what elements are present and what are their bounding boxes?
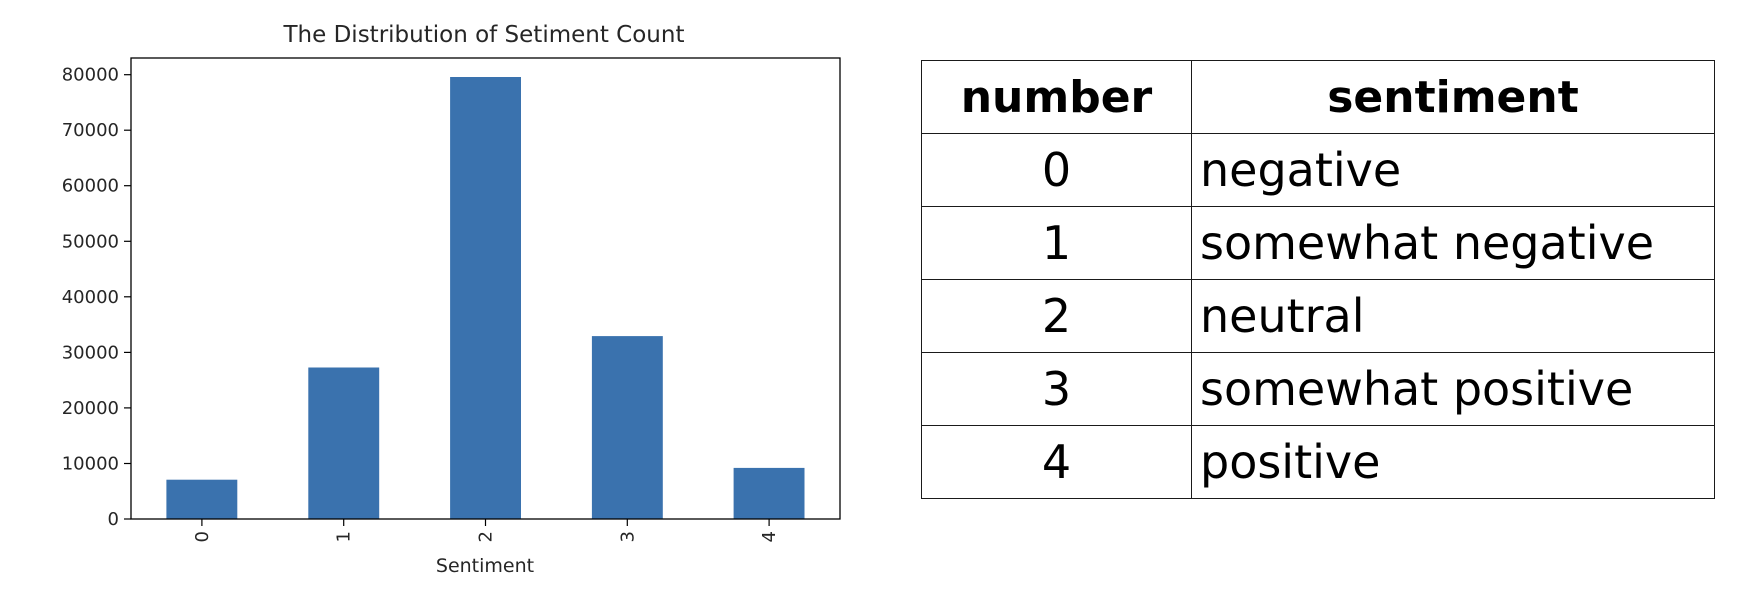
number-cell: 0 — [921, 133, 1192, 207]
y-tick-label: 10000 — [62, 454, 119, 475]
x-axis: 0 1 2 3 4 — [192, 519, 780, 542]
sentiment-cell: negative — [1191, 133, 1715, 207]
number-cell: 3 — [921, 352, 1192, 426]
number-cell: 4 — [921, 425, 1192, 499]
y-tick-label: 70000 — [62, 120, 119, 141]
sentiment-legend-table: number sentiment 0 negative 1 somewhat n… — [921, 60, 1715, 499]
bar-0 — [166, 479, 238, 519]
bar-3 — [591, 336, 663, 519]
x-tick-label: 2 — [476, 531, 497, 542]
column-header-sentiment: sentiment — [1191, 60, 1715, 134]
number-cell: 2 — [921, 279, 1192, 353]
x-axis-label: Sentiment — [436, 555, 534, 577]
y-tick-label: 20000 — [62, 398, 119, 419]
y-tick-label: 50000 — [62, 231, 119, 252]
number-cell: 1 — [921, 206, 1192, 280]
bar-4 — [733, 467, 805, 519]
column-header-number: number — [921, 60, 1192, 134]
table-row: 2 neutral — [921, 279, 1715, 353]
y-tick-label: 30000 — [62, 342, 119, 363]
table-row: 3 somewhat positive — [921, 352, 1715, 426]
bar-2 — [450, 77, 521, 519]
x-tick-label: 1 — [334, 531, 355, 542]
table-row: 0 negative — [921, 133, 1715, 207]
sentiment-cell: positive — [1191, 425, 1715, 499]
table-row: 1 somewhat negative — [921, 206, 1715, 280]
bar-chart: The Distribution of Setiment Count 0 1000… — [62, 22, 841, 577]
table-row: 4 positive — [921, 425, 1715, 499]
y-tick-label: 40000 — [62, 287, 119, 308]
sentiment-cell: somewhat positive — [1191, 352, 1715, 426]
bars-group — [166, 77, 805, 519]
y-tick-label: 80000 — [62, 65, 119, 86]
x-tick-label: 3 — [617, 531, 638, 542]
x-tick-label: 0 — [192, 531, 213, 542]
y-tick-label: 0 — [108, 509, 119, 530]
y-axis: 0 10000 20000 30000 40000 50000 60000 70000 8000… — [62, 65, 131, 530]
x-tick-label: 4 — [759, 531, 780, 542]
sentiment-cell: somewhat negative — [1191, 206, 1715, 280]
y-tick-label: 60000 — [62, 176, 119, 197]
sentiment-cell: neutral — [1191, 279, 1715, 353]
plot-frame — [130, 57, 841, 520]
bar-1 — [308, 367, 380, 519]
table-header-row: number sentiment — [921, 60, 1715, 134]
chart-title: The Distribution of Setiment Count — [283, 22, 685, 48]
